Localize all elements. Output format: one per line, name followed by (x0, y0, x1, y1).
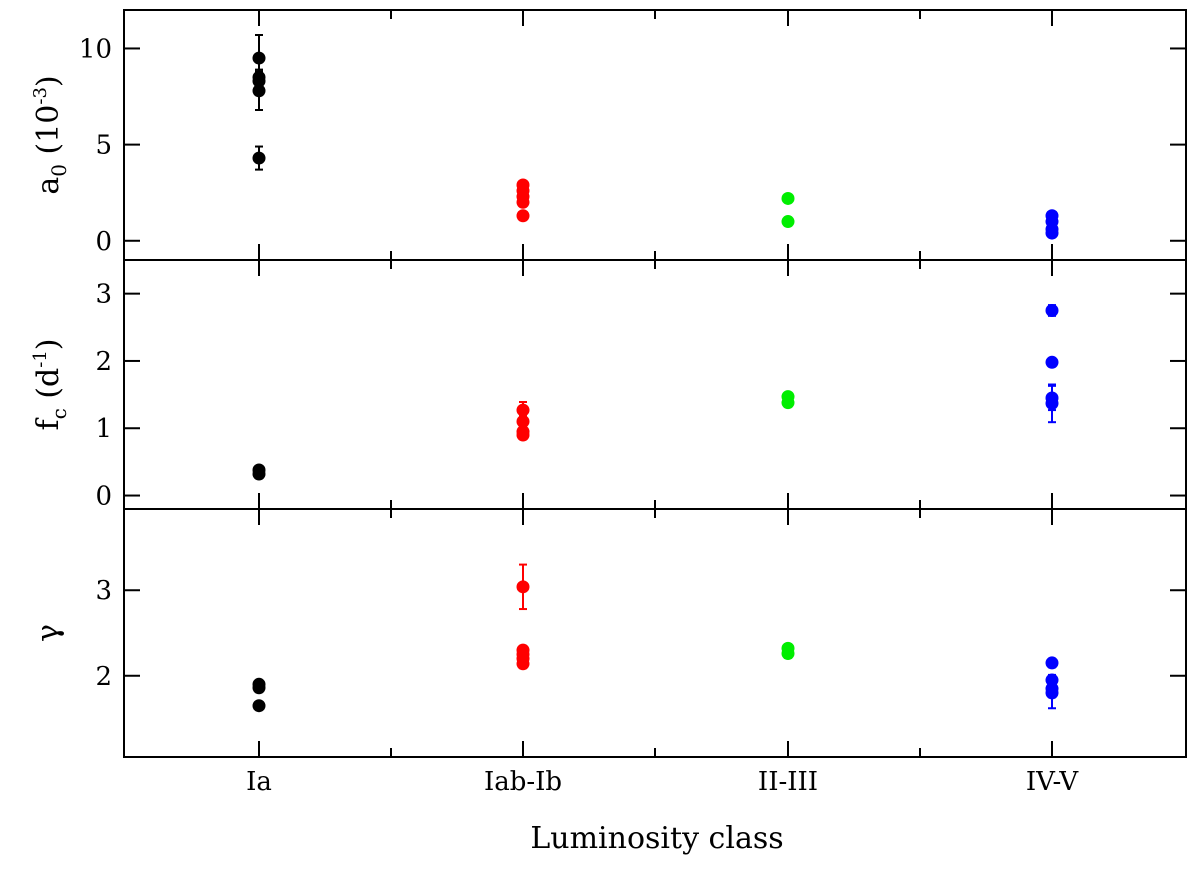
data-point-a0-11 (781, 215, 795, 229)
panel-frame-gamma (123, 508, 1187, 758)
marker (252, 681, 266, 695)
x-tick-label-3: IV-V (1026, 767, 1080, 797)
y-tick-label-fc: 2 (95, 347, 112, 377)
x-tick-labels: Ia Iab-Ib II-III IV-V (246, 767, 1079, 797)
marker (1045, 396, 1059, 410)
marker (516, 580, 530, 594)
data-point-fc-7 (781, 396, 795, 410)
marker (781, 396, 795, 410)
x-tick-label-1: Iab-Ib (484, 767, 562, 797)
marker (516, 195, 530, 209)
marker (516, 403, 530, 417)
data-point-fc-9 (1045, 355, 1059, 369)
y-tick-label-a0: 5 (95, 131, 112, 161)
marker (1045, 656, 1059, 670)
y-tick-label-gamma: 2 (95, 662, 112, 692)
marker (252, 51, 266, 65)
data-point-a0-4 (252, 145, 266, 171)
marker (252, 699, 266, 713)
panel-fc: 0 1 2 3 fc (d-1) (30, 259, 1187, 512)
panel-frame-a0 (123, 9, 1187, 261)
y-tick-label-fc: 3 (95, 280, 112, 310)
data-point-a0-8 (516, 195, 530, 209)
marker (781, 215, 795, 229)
x-tick-label-0: Ia (246, 767, 272, 797)
data-point-gamma-10 (1045, 656, 1059, 670)
marker (1045, 226, 1059, 240)
y-axis-label-a0: a0 (10-3) (30, 75, 71, 194)
marker (1045, 686, 1059, 700)
y-tick-label-a0: 10 (79, 34, 112, 64)
y-tick-label-fc: 0 (95, 482, 112, 512)
x-axis-label: Luminosity class (530, 821, 783, 856)
data-point-fc-8 (1045, 303, 1059, 317)
marker (516, 657, 530, 671)
y-tick-label-fc: 1 (95, 414, 112, 444)
x-tick-label-2: II-III (758, 767, 818, 797)
data-point-a0-15 (1045, 226, 1059, 240)
panel-frame-fc (123, 259, 1187, 510)
data-point-fc-5 (516, 428, 530, 442)
marker (516, 209, 530, 223)
marker (1045, 355, 1059, 369)
data-point-gamma-3 (516, 563, 530, 611)
marker (252, 151, 266, 165)
y-axis-label-fc: fc (d-1) (30, 338, 71, 430)
marker (781, 191, 795, 205)
data-point-gamma-7 (516, 657, 530, 671)
data-point-gamma-9 (781, 647, 795, 661)
marker (516, 415, 530, 429)
marker (516, 428, 530, 442)
y-axis-label-gamma: γ (31, 624, 66, 642)
marker (781, 647, 795, 661)
marker (252, 84, 266, 98)
marker (1045, 303, 1059, 317)
data-point-a0-3 (252, 70, 266, 111)
y-tick-label-a0: 0 (95, 227, 112, 257)
panels-group: 0 5 10 a0 (10-3) 0 1 2 3 fc (d-1) 2 3 γ (30, 9, 1187, 758)
y-tick-label-gamma: 3 (95, 576, 112, 606)
data-point-fc-1 (252, 467, 266, 481)
data-point-gamma-2 (252, 699, 266, 713)
marker (252, 467, 266, 481)
panel-a0: 0 5 10 a0 (10-3) (30, 9, 1187, 261)
data-point-a0-10 (781, 191, 795, 205)
data-point-a0-9 (516, 209, 530, 223)
panel-gamma: 2 3 γ (31, 508, 1187, 758)
data-point-gamma-1 (252, 681, 266, 695)
data-point-fc-11 (1045, 383, 1059, 424)
data-point-gamma-13 (1045, 676, 1059, 710)
